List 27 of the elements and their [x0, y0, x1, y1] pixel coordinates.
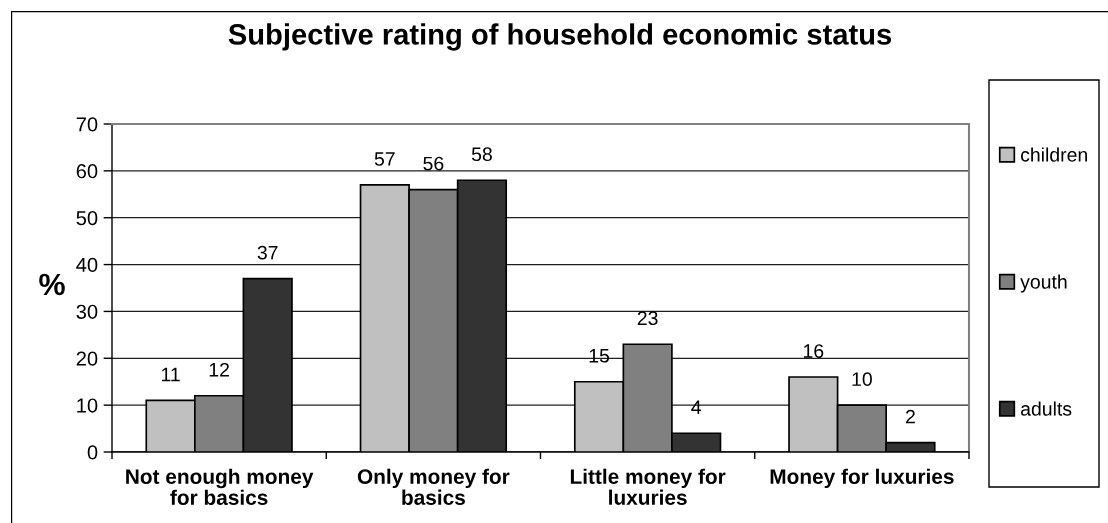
data-label: 58	[471, 147, 492, 162]
data-label: 56	[423, 156, 444, 171]
x-tick-label: Little money for luxuries	[570, 468, 726, 505]
y-tick-label: 70	[76, 117, 98, 132]
y-tick-label: 0	[87, 445, 98, 460]
data-label: 23	[637, 311, 658, 326]
y-axis-title: %	[39, 273, 65, 296]
y-tick-label: 10	[77, 398, 98, 413]
legend-label: youth	[1020, 274, 1067, 293]
x-tick-label: Not enough money for basics	[126, 468, 314, 505]
y-tick-label: 40	[76, 257, 98, 273]
y-tick-label: 20	[76, 351, 98, 366]
legend-label: adults	[1020, 401, 1072, 416]
y-tick-label: 50	[76, 210, 98, 226]
y-tick-label: 60	[76, 164, 98, 179]
chart-title: Subjective rating of household economic status	[228, 23, 892, 51]
data-label: 2	[906, 409, 915, 424]
legend-label: children	[1020, 147, 1087, 162]
data-label: 57	[374, 152, 395, 166]
data-label: 11	[161, 367, 180, 382]
y-tick-label: 30	[76, 304, 98, 319]
data-label: 12	[209, 362, 229, 377]
data-label: 16	[803, 344, 824, 358]
x-tick-label: Only money for basics	[357, 468, 510, 505]
x-tick-label: Money for luxuries	[770, 468, 954, 489]
data-label: 37	[257, 245, 278, 260]
data-label: 10	[852, 372, 872, 387]
